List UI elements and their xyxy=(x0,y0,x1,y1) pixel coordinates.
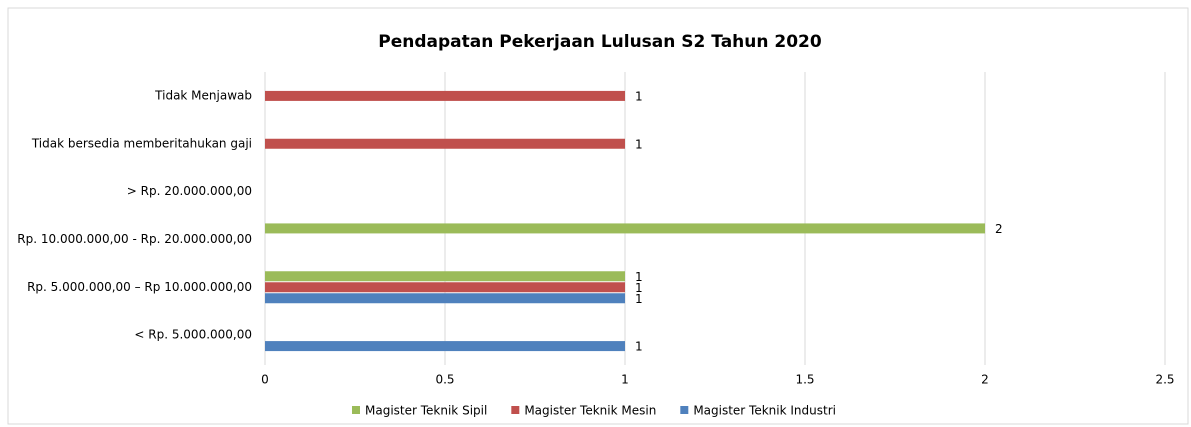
y-tick-label: Rp. 5.000.000,00 – Rp 10.000.000,00 xyxy=(27,280,252,294)
chart-frame xyxy=(7,7,1189,425)
y-tick-label: Rp. 10.000.000,00 - Rp. 20.000.000,00 xyxy=(17,232,252,246)
data-label: 1 xyxy=(635,340,643,354)
bar xyxy=(265,282,625,293)
bar xyxy=(265,138,625,149)
x-tick-label: 1 xyxy=(621,373,629,387)
x-tick-label: 0 xyxy=(261,373,269,387)
data-label: 1 xyxy=(635,270,643,284)
data-label: 1 xyxy=(635,281,643,295)
legend-label: Magister Teknik Mesin xyxy=(524,404,656,418)
data-label: 1 xyxy=(635,137,643,151)
legend-swatch xyxy=(680,406,689,414)
bar xyxy=(265,271,625,282)
x-tick-label: 2 xyxy=(981,373,989,387)
bar xyxy=(265,341,625,352)
legend-label: Magister Teknik Sipil xyxy=(365,404,487,418)
legend-swatch xyxy=(352,406,360,414)
x-tick-label: 1.5 xyxy=(795,373,814,387)
y-tick-label: < Rp. 5.000.000,00 xyxy=(134,328,252,342)
data-label: 1 xyxy=(635,292,643,306)
legend-label: Magister Teknik Industri xyxy=(693,404,836,418)
x-tick-label: 0.5 xyxy=(435,373,454,387)
bar xyxy=(265,90,625,101)
y-tick-label: > Rp. 20.000.000,00 xyxy=(127,184,252,198)
chart-title: Pendapatan Pekerjaan Lulusan S2 Tahun 20… xyxy=(378,32,822,52)
y-tick-label: Tidak bersedia memberitahukan gaji xyxy=(31,136,252,150)
bar xyxy=(265,223,985,234)
x-tick-label: 2.5 xyxy=(1155,373,1174,387)
data-label: 2 xyxy=(995,222,1003,236)
legend-swatch xyxy=(511,406,520,414)
y-tick-label: Tidak Menjawab xyxy=(154,88,252,102)
data-label: 1 xyxy=(635,89,643,103)
bar xyxy=(265,293,625,304)
